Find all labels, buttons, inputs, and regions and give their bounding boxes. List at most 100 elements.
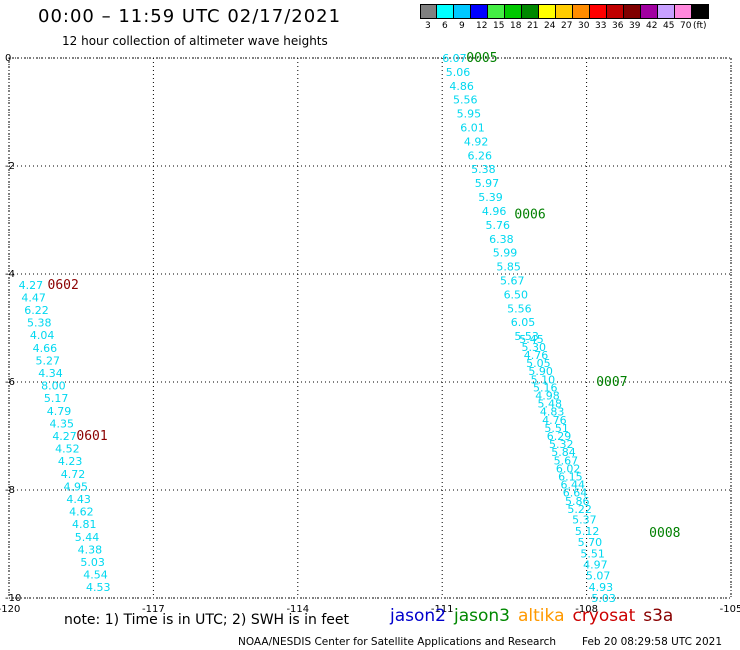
- color-scale-swatch: [539, 4, 556, 19]
- wave-height-value: 5.16: [533, 381, 558, 394]
- wave-height-value: 5.05: [526, 357, 551, 370]
- wave-height-value: 6.22: [24, 304, 49, 317]
- wave-height-value: 6.29: [547, 430, 572, 443]
- longitude-tick-label: -114: [286, 604, 309, 615]
- wave-height-value: 4.66: [33, 342, 58, 355]
- mission-legend-item: cryosat: [572, 606, 636, 626]
- color-scale-label: 6: [442, 21, 448, 31]
- map-subtitle: 12 hour collection of altimeter wave hei…: [62, 34, 328, 48]
- wave-height-value: 8.00: [41, 380, 66, 393]
- color-scale-unit-label: (ft): [693, 21, 707, 31]
- wave-height-value: 5.38: [27, 317, 52, 330]
- wave-height-value: 6.07: [442, 52, 467, 65]
- wave-height-value: 4.72: [61, 468, 86, 481]
- longitude-tick-label: -105: [720, 604, 740, 615]
- color-scale-label: 33: [595, 21, 607, 31]
- color-scale-swatch: [471, 4, 488, 19]
- color-scale-swatch: [522, 4, 539, 19]
- wave-height-value: 5.76: [486, 219, 511, 232]
- wave-height-value: 6.05: [511, 316, 536, 329]
- color-scale-swatch: [675, 4, 692, 19]
- wave-height-value: 5.99: [493, 247, 518, 260]
- wave-height-value: 5.10: [531, 373, 556, 386]
- pass-id-label: 0006: [514, 208, 545, 223]
- wave-height-value: 4.27: [19, 279, 44, 292]
- wave-height-value: 4.81: [72, 518, 97, 531]
- wave-height-value: 4.23: [58, 455, 83, 468]
- wave-height-value: 5.67: [500, 274, 524, 287]
- wave-height-value: 4.62: [69, 506, 94, 519]
- mission-legend: jason2 jason3 altika cryosat s3a: [390, 606, 681, 626]
- wave-height-value: 5.56: [453, 94, 478, 107]
- wave-height-value: 5.70: [578, 536, 603, 549]
- wave-height-value: 4.52: [55, 443, 80, 456]
- wave-height-value: 5.07: [586, 570, 611, 583]
- color-scale-swatch: [556, 4, 573, 19]
- wave-height-value: 5.22: [567, 503, 592, 516]
- wave-height-value: 4.43: [66, 493, 91, 506]
- latitude-tick-label: -8: [5, 485, 15, 496]
- color-scale-swatch: [641, 4, 658, 19]
- wave-height-value: 4.53: [86, 581, 111, 594]
- wave-height-value: 4.98: [535, 390, 560, 403]
- wave-height-value: 5.90: [528, 365, 553, 378]
- pass-id-label: 0602: [48, 278, 79, 293]
- wave-height-value: 5.51: [580, 547, 605, 560]
- wave-height-value: 5.56: [507, 302, 532, 315]
- wave-height-value: 5.44: [75, 531, 100, 544]
- latitude-tick-label: -2: [5, 161, 15, 172]
- color-scale-label: 39: [629, 21, 641, 31]
- wave-height-value: 6.26: [467, 149, 492, 162]
- latitude-tick-label: 0: [5, 53, 11, 64]
- wave-height-value: 4.92: [464, 135, 489, 148]
- wave-height-value: 4.93: [589, 581, 614, 594]
- color-scale-label: 9: [459, 21, 465, 31]
- wave-height-value: 6.15: [558, 471, 583, 484]
- color-scale-label: 42: [646, 21, 658, 31]
- color-scale-label: 24: [544, 21, 556, 31]
- wave-height-value: 4.34: [38, 367, 63, 380]
- wave-height-value: 4.97: [583, 558, 608, 571]
- wave-height-value: 6.64: [563, 487, 588, 500]
- pass-id-label: 0601: [76, 429, 107, 444]
- wave-height-value: 4.83: [540, 406, 565, 419]
- wave-height-value: 4.76: [524, 349, 549, 362]
- color-scale-label: 15: [493, 21, 505, 31]
- wave-height-value: 5.97: [475, 177, 500, 190]
- wave-height-value: 4.96: [482, 205, 507, 218]
- wave-height-value: 4.04: [30, 329, 55, 342]
- wave-height-value: 5.03: [591, 592, 616, 605]
- credit-footer: NOAA/NESDIS Center for Satellite Applica…: [238, 636, 556, 648]
- wave-height-value: 5.06: [446, 66, 471, 79]
- wave-height-value: 5.03: [80, 556, 105, 569]
- units-note: note: 1) Time is in UTC; 2) SWH is in fe…: [64, 612, 350, 628]
- color-scale-swatch: [607, 4, 624, 19]
- color-scale-swatch: [573, 4, 590, 19]
- mission-legend-item: altika: [518, 606, 565, 626]
- wave-height-value: 5.12: [575, 525, 600, 538]
- mission-legend-item: jason2: [390, 606, 446, 626]
- color-scale-label: 27: [561, 21, 573, 31]
- wave-height-value: 5.86: [565, 495, 590, 508]
- color-scale-label: 30: [578, 21, 590, 31]
- wave-height-value: 4.47: [21, 291, 46, 304]
- wave-height-value: 5.17: [44, 392, 69, 405]
- longitude-tick-label: -111: [431, 604, 454, 615]
- longitude-tick-label: -108: [575, 604, 598, 615]
- wave-height-value: 6.01: [460, 122, 485, 135]
- timestamp-footer: Feb 20 08:29:58 UTC 2021: [582, 636, 722, 648]
- wave-height-value: 5.27: [35, 354, 60, 367]
- latitude-tick-label: -6: [5, 377, 15, 388]
- wave-height-value: 5.32: [549, 438, 574, 451]
- color-scale-label: 21: [527, 21, 539, 31]
- wave-height-value: 5.67: [554, 454, 579, 467]
- wave-height-value: 5.85: [496, 261, 520, 274]
- map-frame: [8, 57, 732, 599]
- pass-id-label: 0008: [649, 526, 680, 541]
- wave-height-value: 4.86: [449, 80, 474, 93]
- longitude-tick-label: -117: [142, 604, 165, 615]
- wave-height-value: 5.39: [478, 191, 503, 204]
- pass-id-label: 0007: [596, 375, 627, 390]
- color-scale-swatch: [505, 4, 522, 19]
